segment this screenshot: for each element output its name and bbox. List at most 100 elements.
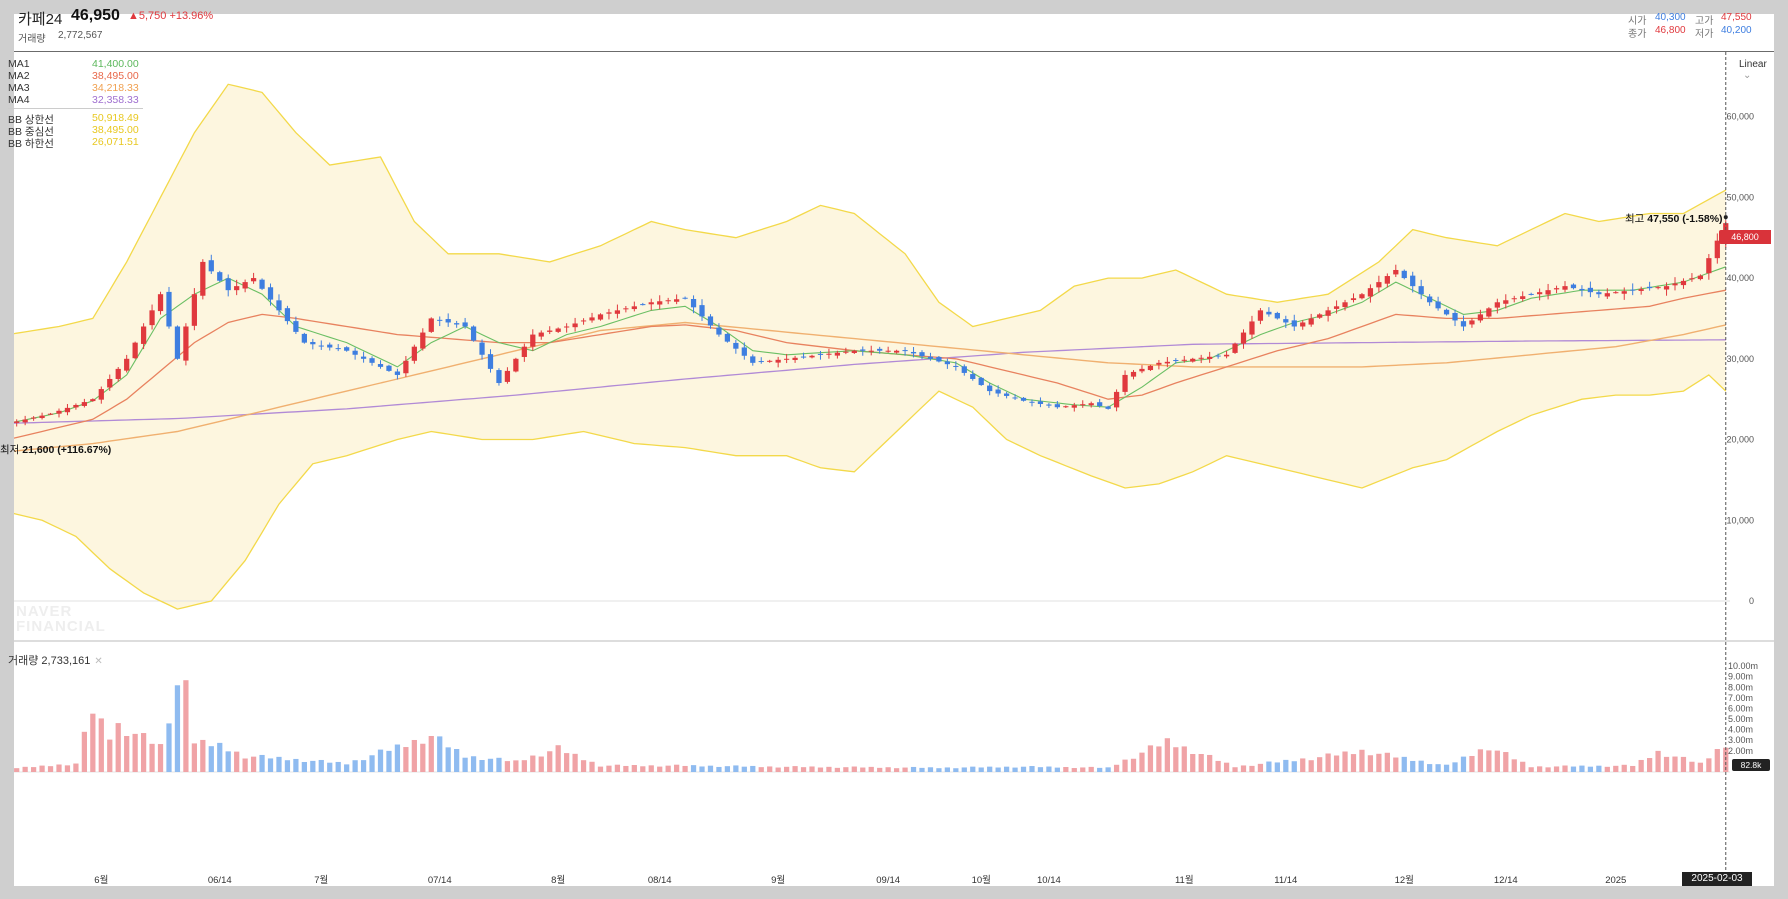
candle-body xyxy=(1257,310,1264,321)
volume-bar xyxy=(1037,767,1044,772)
candle-body xyxy=(1080,404,1086,406)
candle-body xyxy=(1198,357,1204,359)
volume-bar xyxy=(1139,752,1145,772)
candle-body xyxy=(868,350,874,352)
candle-body xyxy=(1460,321,1467,327)
bollinger-lower-line xyxy=(14,374,1727,610)
ma4-line xyxy=(14,339,1726,424)
price-chart[interactable]: 60,000 50,000 40,000 30,000 20,000 10,000 0 10.… xyxy=(14,14,1774,886)
volume-bar xyxy=(1706,758,1712,772)
candle-body xyxy=(1452,312,1458,321)
candle-body xyxy=(1537,292,1543,295)
volume-bar xyxy=(191,743,197,772)
volume-bar xyxy=(1130,758,1137,772)
candle-body xyxy=(1342,302,1348,308)
candle-body xyxy=(504,370,511,382)
candle-body xyxy=(115,368,121,379)
candle-body xyxy=(174,326,181,359)
volume-bar xyxy=(640,766,646,772)
volume-bar xyxy=(1613,765,1619,772)
volume-bar xyxy=(267,758,274,772)
volume-bar xyxy=(860,767,866,772)
candle-body xyxy=(657,301,663,305)
candle-body xyxy=(1443,309,1450,315)
volume-panel-title: 거래량 2,733,161 ✕ xyxy=(8,652,103,668)
volume-bar xyxy=(73,763,79,772)
volume-bar xyxy=(479,760,485,772)
volume-bar xyxy=(953,768,959,772)
volume-bar xyxy=(589,761,595,772)
candle-body xyxy=(1046,404,1052,406)
candle-body xyxy=(284,308,291,322)
chart-window: 카페24 46,950 ▲5,750 +13.96% 거래량 2,772,567… xyxy=(0,7,1774,886)
candle-body xyxy=(1663,286,1670,290)
candle-body xyxy=(39,415,45,419)
volume-bar xyxy=(1198,754,1204,772)
volume-bar xyxy=(885,767,891,772)
candle-body xyxy=(1308,318,1314,325)
candle-body xyxy=(580,320,587,322)
candle-body xyxy=(513,358,519,372)
volume-bar xyxy=(225,751,231,772)
candle-body xyxy=(800,356,807,358)
volume-value: 2,772,567 xyxy=(58,30,103,41)
volume-bar xyxy=(1147,745,1154,772)
y-axis-label: 20,000 xyxy=(1726,435,1754,445)
high-value: 47,550 xyxy=(1721,12,1752,23)
candle-body xyxy=(208,260,214,272)
candle-body xyxy=(1570,284,1577,289)
x-axis-label: 06/14 xyxy=(208,875,232,886)
volume-bar xyxy=(1054,767,1060,772)
volume-bar xyxy=(1257,763,1264,772)
volume-bar xyxy=(758,767,764,772)
candle-body xyxy=(1477,314,1484,321)
volume-bar xyxy=(783,766,790,772)
candle-body xyxy=(377,364,384,367)
candle-body xyxy=(707,316,714,326)
candle-body xyxy=(555,328,561,332)
legend-name: MA3 xyxy=(8,82,30,94)
volume-bar xyxy=(1697,762,1704,772)
volume-axis-label: 10.00m xyxy=(1728,661,1758,671)
candle-body xyxy=(1435,301,1441,309)
volume-bar xyxy=(724,766,731,772)
chevron-down-icon: ⌄ xyxy=(1743,70,1752,81)
legend-bb-middle: BB 중심선 38,495.00 xyxy=(8,124,158,138)
candle-body xyxy=(682,297,688,299)
candle-body xyxy=(530,334,536,347)
candle-body xyxy=(826,353,832,355)
legend-value: 26,071.51 xyxy=(92,136,139,148)
volume-bar xyxy=(56,764,62,772)
volume-bar xyxy=(1376,753,1382,772)
legend-ma3: MA3 34,218.33 xyxy=(8,82,158,95)
high-annotation-value: 47,550 (-1.58%) xyxy=(1647,213,1723,225)
candle-body xyxy=(1223,354,1230,357)
volume-bar xyxy=(902,767,908,772)
candle-body xyxy=(851,350,857,353)
volume-bar xyxy=(81,731,88,772)
legend-name: BB 상한선 xyxy=(8,114,54,126)
volume-bar xyxy=(1604,766,1610,772)
candle-body xyxy=(1029,401,1035,403)
candle-body xyxy=(360,356,367,359)
volume-bar xyxy=(513,760,519,772)
close-icon[interactable]: ✕ xyxy=(94,656,103,667)
legend-value: 50,918.49 xyxy=(92,112,139,124)
scale-dropdown[interactable]: Linear ⌄ xyxy=(1739,59,1774,81)
candle-body xyxy=(132,342,138,359)
candle-body xyxy=(335,348,341,350)
volume-bar xyxy=(1427,764,1433,772)
candle-body xyxy=(1638,289,1644,291)
volume-bar xyxy=(437,736,443,772)
candle-body xyxy=(1520,296,1526,299)
volume-bar xyxy=(1714,749,1720,772)
candle-body xyxy=(1130,371,1137,377)
candle-body xyxy=(234,286,240,291)
x-axis-label: 9월 xyxy=(771,874,785,886)
candle-body xyxy=(157,294,164,312)
candle-body xyxy=(1071,405,1077,408)
candle-body xyxy=(750,356,756,363)
volume-bar xyxy=(877,767,883,772)
volume-bar xyxy=(910,766,917,772)
candle-body xyxy=(1164,361,1170,364)
